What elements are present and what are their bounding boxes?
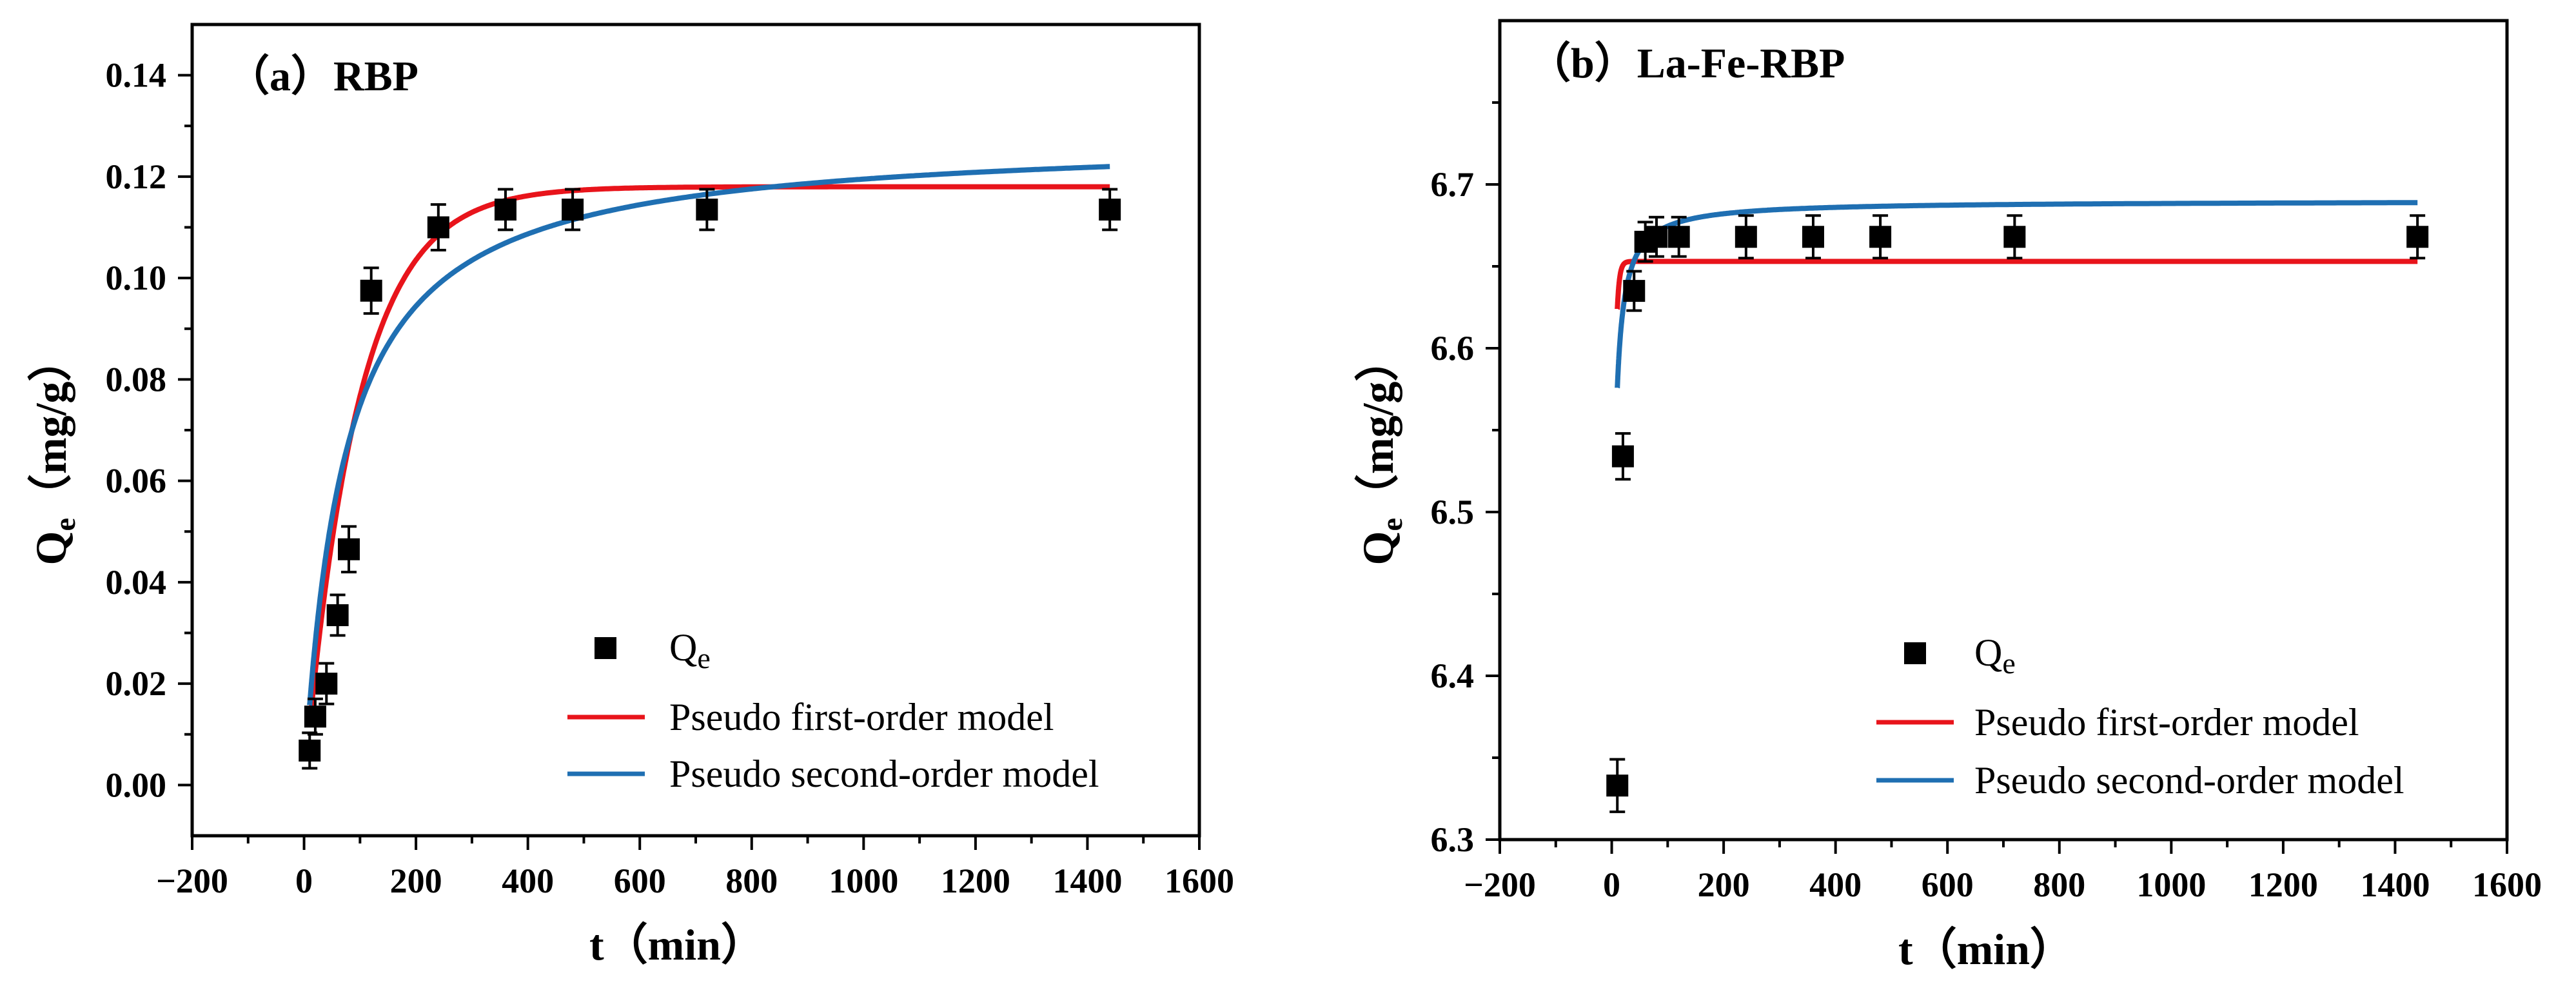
panel-a-legend-label-qe-main: Q [669, 626, 697, 669]
panel-b-y-axis-title: Qe（mg/g） [1353, 338, 1408, 566]
panel-a-x-tick-label: 1400 [1052, 862, 1122, 900]
panel-b-data-point [1623, 280, 1646, 302]
panel-b-y-tick-label: 6.3 [1431, 820, 1475, 859]
panel-b-y-axis-title-unit: （mg/g） [1353, 338, 1402, 518]
panel-a-y-tick-label: 0.04 [106, 563, 167, 602]
panel-a-x-tick-label: 0 [295, 862, 313, 900]
panel-a-data-point [360, 279, 382, 302]
panel-b-x-tick-label: 1400 [2360, 865, 2430, 904]
panel-a-legend-label-pfo: Pseudo first-order model [669, 696, 1054, 738]
panel-a-x-tick-label: 400 [502, 862, 554, 900]
panel-b-data-point [1869, 226, 1892, 248]
panel-a-data-point [696, 198, 718, 221]
panel-a-x-tick-label: 200 [390, 862, 442, 900]
panel-a-y-tick-label: 0.12 [106, 157, 167, 196]
panel-a-legend-marker-qe [595, 637, 616, 659]
panel-b-data-point [1645, 226, 1667, 248]
panel-a-y-tick-label: 0.10 [106, 259, 167, 297]
panel-b-legend-label-qe-main: Q [1974, 631, 2002, 674]
panel-a-data-point [304, 705, 326, 728]
panel-a-y-axis-title: Qe（mg/g） [26, 338, 81, 566]
panel-b-y-tick-label: 6.7 [1431, 165, 1475, 204]
panel-a-legend-label-pso: Pseudo second-order model [669, 753, 1099, 795]
panel-a-x-tick-label: −200 [156, 862, 228, 900]
panel-a-x-tick-label: 800 [725, 862, 778, 900]
panel-b-legend-label-pfo: Pseudo first-order model [1974, 701, 2359, 744]
panel-a-legend-label-qe-sub: e [697, 642, 710, 675]
panel-b-y-tick-label: 6.5 [1431, 493, 1475, 531]
panel-b-legend-label-qe: Qe [1974, 631, 2016, 680]
panel-a-x-ticks: −200 0 200 400 600 800 1000 1200 1400 1600 [156, 836, 1234, 900]
panel-a-data-point [562, 198, 584, 221]
panel-b-data-point [1802, 226, 1824, 248]
panel-a-y-axis-title-unit: （mg/g） [26, 338, 75, 518]
panel-b-legend: Qe Pseudo first-order model Pseudo secon… [1876, 631, 2404, 802]
panel-b-x-ticks: −200 0 200 400 600 800 1000 1200 1400 1600 [1464, 840, 2542, 904]
panel-b-y-axis-title-sub: e [1375, 518, 1408, 531]
panel-a-y-tick-label: 0.14 [106, 56, 167, 95]
panel-b-legend-label-pso: Pseudo second-order model [1974, 759, 2404, 802]
panel-a-y-tick-label: 0.02 [106, 664, 167, 703]
panel-b-x-tick-label: −200 [1464, 865, 1536, 904]
panel-b-y-ticks: 6.3 6.4 6.5 6.6 6.7 [1431, 101, 1500, 859]
panel-a-x-tick-label: 1200 [941, 862, 1010, 900]
panel-b-x-tick-label: 1000 [2136, 865, 2206, 904]
panel-b-y-tick-label: 6.6 [1431, 329, 1475, 368]
panel-b-x-tick-label: 200 [1698, 865, 1750, 904]
panel-a-data-point [315, 673, 338, 695]
panel-b-x-tick-label: 800 [2033, 865, 2085, 904]
panel-b-y-axis-title-main: Q [1353, 531, 1402, 566]
panel-a-data-point [326, 604, 349, 626]
panel-b-data-point [1735, 226, 1757, 248]
panel-b-legend-marker-qe [1904, 642, 1926, 664]
panel-b: −200 0 200 400 600 800 1000 1200 1400 1600 6.3 6.4… [1353, 19, 2542, 974]
panel-b-pso-curve [1615, 200, 2418, 389]
panel-a-data-point [494, 198, 516, 221]
panel-b-x-axis-title: t（min） [1898, 925, 2074, 974]
panel-b-x-tick-label: 400 [1809, 865, 1862, 904]
panel-b-x-tick-label: 600 [1922, 865, 1974, 904]
panel-a-x-tick-label: 600 [614, 862, 666, 900]
panel-b-x-tick-label: 0 [1603, 865, 1620, 904]
panel-b-data-point [1667, 226, 1690, 248]
panel-b-data-point [2003, 226, 2026, 248]
panel-b-plot-layer [1606, 200, 2429, 813]
panel-b-title: （b）La-Fe-RBP [1528, 39, 1845, 87]
panel-a: −200 0 200 400 600 800 1000 1200 1400 1600 0.000.… [26, 23, 1234, 969]
panel-a-plot-layer [299, 164, 1121, 770]
panel-b-y-tick-label: 6.4 [1431, 656, 1475, 695]
panel-b-x-tick-label: 1200 [2248, 865, 2318, 904]
panel-a-data-point [1099, 198, 1121, 221]
panel-b-legend-label-qe-sub: e [2002, 647, 2015, 680]
panel-a-x-tick-label: 1600 [1165, 862, 1234, 900]
panel-b-data-point [1611, 445, 1634, 468]
panel-a-title: （a）RBP [227, 52, 418, 100]
panel-b-data-point [2406, 226, 2429, 248]
panel-a-data-point [337, 538, 360, 560]
panel-a-y-tick-label: 0.08 [106, 360, 167, 399]
panel-a-pso-curve [307, 164, 1110, 707]
panel-a-data-point [299, 739, 321, 762]
panel-b-x-tick-label: 1600 [2472, 865, 2542, 904]
panel-a-x-axis-title: t（min） [589, 920, 765, 969]
panel-a-x-tick-label: 1000 [829, 862, 898, 900]
panel-a-y-tick-label: 0.00 [106, 765, 167, 804]
panel-b-data-point [1606, 774, 1629, 797]
panel-a-data-point [427, 216, 449, 239]
panel-a-y-tick-label: 0.06 [106, 462, 167, 500]
panel-a-y-axis-title-sub: e [48, 518, 81, 531]
panel-a-legend-label-qe: Qe [669, 626, 711, 675]
panel-a-pfo-curve [307, 184, 1110, 727]
panel-a-y-axis-title-main: Q [26, 531, 75, 566]
panel-a-y-ticks: 0.00 0.02 0.04 0.06 0.08 0.10 0.12 0.14 [106, 56, 192, 804]
panel-a-legend: Qe Pseudo first-order model Pseudo secon… [567, 626, 1099, 795]
